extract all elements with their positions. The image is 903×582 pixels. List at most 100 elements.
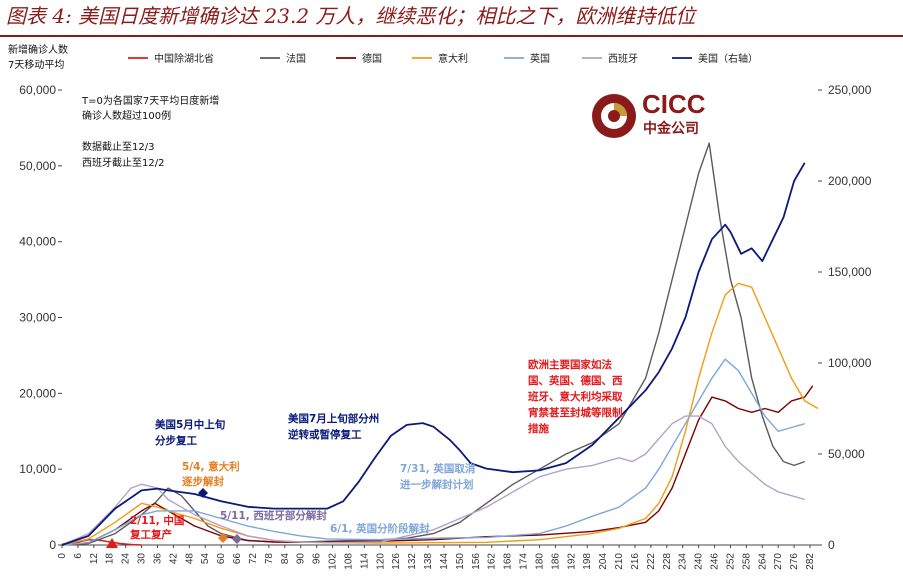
annotation-text: 5/4, 意大利 — [182, 460, 240, 473]
chart-note: 数据截止至12/3 — [82, 140, 154, 153]
annotation-text: 逐步解封 — [182, 475, 224, 488]
annotation-text: 美国5月中上旬 — [155, 418, 226, 431]
x-tick-label: 210 — [614, 553, 625, 570]
x-tick-label: 276 — [789, 553, 800, 570]
x-tick-label: 234 — [678, 553, 689, 570]
annotation-text: 6/1, 英国分阶段解封 — [330, 522, 430, 535]
x-tick-label: 66 — [232, 553, 243, 565]
annotation-text: 2/11, 中国 — [130, 514, 184, 527]
x-tick-label: 186 — [550, 553, 561, 570]
y-right-tick-label: 50,000 — [828, 447, 865, 461]
chart-note: 西班牙截止至12/2 — [82, 156, 164, 169]
marker-spain — [232, 534, 242, 544]
x-tick-label: 120 — [375, 553, 386, 570]
x-tick-label: 240 — [694, 553, 705, 570]
x-tick-label: 84 — [280, 553, 291, 565]
y-left-tick-label: 50,000 — [19, 159, 56, 173]
legend: 中国除湖北省 法国 德国 意大利 英国 西班牙 美国（右轴） — [128, 52, 758, 65]
x-tick-label: 222 — [646, 553, 657, 570]
cicc-logo: CICC 中金公司 — [592, 89, 706, 138]
logo-subtitle: 中金公司 — [643, 120, 699, 136]
series-line — [61, 539, 142, 546]
x-tick-label: 198 — [582, 553, 593, 570]
series-group — [61, 142, 819, 546]
x-tick-label: 264 — [757, 553, 768, 570]
annotation-text: 国、英国、德国、西 — [528, 374, 623, 387]
ylabel-left-line2: 7天移动平均 — [8, 58, 64, 71]
series-line — [61, 282, 819, 546]
series-line — [61, 358, 805, 546]
legend-label: 法国 — [286, 52, 306, 65]
legend-label: 美国（右轴） — [698, 52, 758, 65]
annotation-text: 欧洲主要国家如法 — [528, 358, 612, 371]
x-tick-label: 174 — [519, 553, 530, 570]
x-tick-label: 60 — [216, 553, 227, 565]
ylabel-left-line1: 新增确诊人数 — [8, 43, 68, 56]
x-tick-label: 144 — [439, 553, 450, 570]
x-tick-label: 18 — [105, 553, 116, 565]
x-tick-label: 150 — [455, 553, 466, 570]
series-line — [61, 142, 805, 546]
y-right-tick-label: 200,000 — [828, 174, 872, 188]
chart-title: 图表 4: 美国日度新增确诊达 23.2 万人，继续恶化；相比之下，欧洲维持低位 — [6, 4, 697, 28]
series-line — [61, 385, 814, 546]
annotation-text: 复工复产 — [129, 528, 172, 541]
y-right-tick-label: 250,000 — [828, 83, 872, 97]
x-tick-label: 282 — [805, 553, 816, 570]
x-tick-label: 216 — [630, 553, 641, 570]
y-left-tick-label: 30,000 — [19, 311, 56, 325]
x-tick-label: 96 — [312, 553, 323, 565]
annotation-text: 进一步解封计划 — [400, 478, 474, 491]
x-tick-label: 24 — [121, 553, 132, 565]
y-axis-left: 0 10,000 20,000 30,000 40,000 50,000 60,000 — [19, 83, 62, 552]
series-line — [61, 415, 805, 546]
x-tick-label: 126 — [391, 553, 402, 570]
x-tick-label: 246 — [710, 553, 721, 570]
x-tick-label: 6 — [73, 553, 84, 559]
x-tick-label: 180 — [534, 553, 545, 570]
marker-china — [106, 538, 118, 548]
x-tick-label: 252 — [725, 553, 736, 570]
y-axis-right: 0 50,000 100,000 150,000 200,000 250,000 — [818, 83, 872, 552]
x-tick-label: 132 — [407, 553, 418, 570]
x-tick-label: 114 — [359, 553, 370, 569]
logo-name: CICC — [642, 89, 706, 119]
x-tick-label: 156 — [471, 553, 482, 570]
x-tick-label: 72 — [248, 553, 259, 565]
y-left-tick-label: 0 — [49, 538, 56, 552]
x-tick-label: 48 — [184, 553, 195, 565]
y-left-tick-label: 20,000 — [19, 386, 56, 400]
x-tick-label: 78 — [264, 553, 275, 565]
x-tick-label: 228 — [662, 553, 673, 570]
legend-label: 西班牙 — [608, 53, 638, 65]
annotation-text: 宵禁甚至封城等限制 — [528, 406, 623, 419]
x-tick-label: 192 — [566, 553, 577, 570]
annotation-text: 分步复工 — [155, 434, 197, 447]
x-tick-label: 0 — [57, 553, 68, 559]
x-tick-label: 258 — [741, 553, 752, 570]
series-line — [61, 162, 806, 546]
x-tick-label: 168 — [503, 553, 514, 570]
x-tick-label: 42 — [168, 553, 179, 565]
x-tick-label: 270 — [773, 553, 784, 570]
y-right-tick-label: 150,000 — [828, 265, 872, 279]
y-left-tick-label: 10,000 — [19, 462, 56, 476]
x-tick-label: 90 — [296, 553, 307, 565]
chart-note: 确诊人数超过100例 — [82, 109, 171, 122]
chart-note: T=0为各国家7天平均日度新增 — [81, 94, 219, 107]
x-tick-label: 102 — [328, 553, 339, 570]
legend-label: 意大利 — [438, 52, 468, 65]
marker-italy — [218, 533, 228, 543]
y-left-tick-label: 40,000 — [19, 235, 56, 249]
x-tick-label: 54 — [200, 553, 211, 565]
legend-label: 英国 — [530, 52, 550, 65]
annotation-text: 措施 — [528, 422, 549, 435]
annotation-text: 班牙、意大利均采取 — [528, 390, 623, 403]
annotation-text: 逆转或暂停复工 — [288, 428, 362, 441]
x-tick-label: 12 — [89, 553, 100, 565]
x-tick-label: 138 — [423, 553, 434, 570]
legend-label: 德国 — [362, 52, 382, 65]
marker-us-reopen — [198, 488, 208, 498]
